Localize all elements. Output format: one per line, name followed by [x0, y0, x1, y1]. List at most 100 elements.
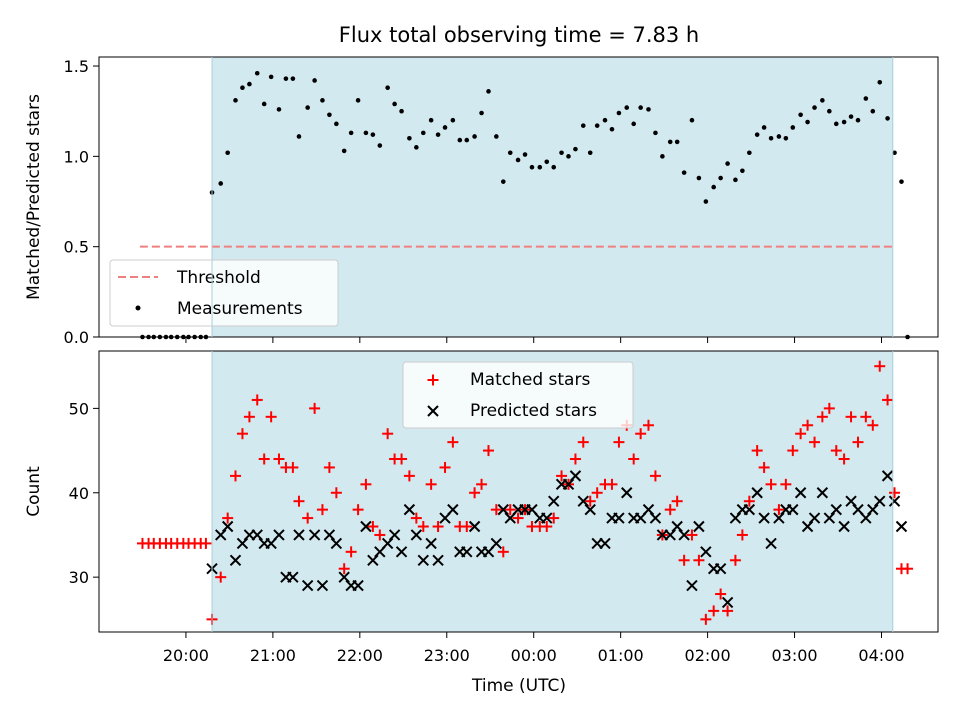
- predicted-point: [316, 579, 329, 592]
- matched-point: [345, 546, 357, 558]
- matched-point: [693, 554, 705, 566]
- x-tick-label: 20:00: [163, 646, 209, 665]
- measurement-point: [312, 78, 317, 83]
- matched-point: [410, 512, 422, 524]
- measurement-point: [768, 135, 774, 141]
- measurement-point: [594, 123, 600, 128]
- predicted-point: [490, 537, 503, 550]
- predicted-point: [338, 571, 350, 583]
- measurement-point: [667, 139, 673, 145]
- predicted-point: [410, 529, 423, 541]
- predicted-point: [360, 520, 372, 533]
- measurement-point: [399, 108, 404, 114]
- measurement-point: [283, 76, 289, 81]
- measurement-point: [507, 150, 513, 156]
- matched-point: [200, 537, 212, 549]
- matched-point: [476, 478, 488, 490]
- measurement-point: [674, 139, 680, 145]
- measurement-point: [616, 110, 622, 116]
- measurement-point: [776, 134, 782, 139]
- measurement-point: [638, 105, 643, 110]
- matched-point: [743, 495, 755, 507]
- measurement-point: [472, 134, 477, 139]
- matched-point: [765, 478, 777, 490]
- measurement-point: [798, 112, 803, 118]
- predicted-point: [714, 563, 727, 575]
- matched-point: [316, 504, 328, 516]
- measurement-point: [500, 179, 506, 184]
- predicted-point: [830, 503, 842, 516]
- matched-point: [556, 470, 568, 482]
- matched-point: [715, 588, 727, 600]
- legend-predicted-label: Predicted stars: [470, 401, 597, 421]
- measurement-point: [464, 137, 470, 143]
- matched-point: [374, 529, 386, 541]
- measurement-point: [494, 134, 499, 139]
- predicted-point: [273, 529, 285, 541]
- measurement-point: [370, 132, 376, 137]
- matched-point: [352, 504, 364, 516]
- matched-point: [222, 512, 234, 524]
- matched-point: [729, 554, 741, 566]
- measurement-point: [261, 101, 267, 107]
- y-tick-label: 1.5: [64, 57, 89, 76]
- y-tick-label: 50: [69, 399, 89, 418]
- matched-point: [382, 428, 394, 440]
- predicted-point: [758, 512, 770, 524]
- matched-point: [584, 495, 596, 507]
- predicted-point: [584, 503, 596, 516]
- measurement-point: [486, 89, 491, 94]
- measurement-point: [740, 168, 745, 174]
- matched-point: [577, 436, 589, 448]
- matched-point: [512, 512, 524, 524]
- measurement-point: [442, 125, 448, 130]
- y-tick-label: 40: [69, 484, 89, 503]
- measurement-point: [240, 85, 245, 91]
- measurement-point: [646, 107, 651, 112]
- matched-point: [396, 453, 408, 465]
- predicted-point: [432, 554, 444, 566]
- bottom-y-ticks: 30 40 50: [69, 399, 99, 587]
- top-x-ticks: [185, 337, 882, 343]
- predicted-point: [548, 495, 560, 507]
- matched-point: [425, 478, 437, 490]
- measurement-point: [551, 164, 557, 170]
- matched-point: [230, 470, 242, 482]
- matched-point: [860, 411, 872, 423]
- matched-point: [852, 436, 864, 448]
- matched-point: [830, 445, 842, 457]
- measurement-point: [334, 121, 339, 127]
- matched-point: [323, 461, 335, 473]
- matched-point: [867, 419, 879, 431]
- legend-matched-label: Matched stars: [470, 370, 590, 390]
- predicted-point: [721, 596, 734, 609]
- measurement-point: [407, 135, 412, 141]
- x-tick-label: 02:00: [685, 646, 731, 665]
- measurement-point: [522, 152, 528, 157]
- top-legend: Threshold Measurements: [109, 259, 339, 327]
- measurement-point: [435, 132, 441, 137]
- matched-point: [439, 461, 451, 473]
- predicted-point: [417, 554, 430, 566]
- measurement-point: [696, 175, 702, 181]
- measurement-point: [420, 130, 426, 136]
- measurement-point: [529, 164, 535, 170]
- predicted-point: [569, 470, 582, 482]
- measurement-point: [718, 175, 723, 181]
- top-axes: 0.0 0.5 1.0 1.5 Matched/Predicted stars Thr…: [24, 56, 939, 347]
- predicted-point: [664, 529, 676, 541]
- matched-point: [809, 436, 821, 448]
- matched-point: [758, 461, 770, 473]
- measurement-point: [812, 105, 817, 110]
- legend-threshold-label: Threshold: [176, 268, 261, 288]
- predicted-point: [468, 520, 481, 533]
- matched-point: [649, 470, 661, 482]
- measurement-point: [305, 105, 310, 110]
- count-points: [136, 360, 914, 625]
- predicted-point: [874, 495, 886, 507]
- predicted-point: [330, 537, 343, 550]
- matched-point: [569, 453, 581, 465]
- measurement-point: [790, 125, 796, 130]
- measurement-point: [848, 114, 854, 119]
- x-tick-label: 23:00: [424, 646, 470, 665]
